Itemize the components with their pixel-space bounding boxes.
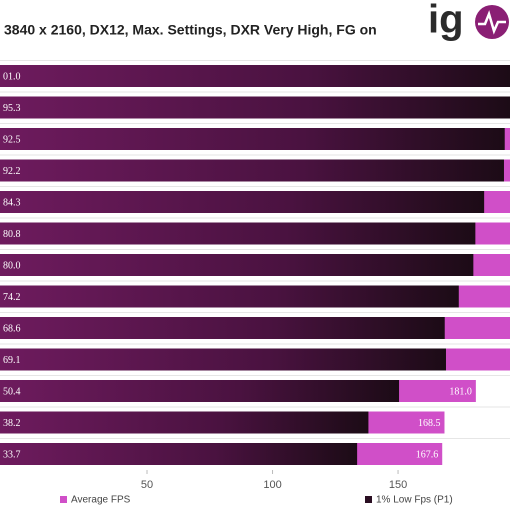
bar <box>0 380 400 402</box>
value-label: 92.2 <box>3 166 21 177</box>
value-label: 38.2 <box>3 418 21 429</box>
legend-swatch <box>60 496 67 503</box>
bar <box>0 411 369 434</box>
x-tick-label: 100 <box>263 479 281 491</box>
x-tick-label: 50 <box>141 479 153 491</box>
value-label: 69.1 <box>3 355 21 366</box>
legend-label: 1% Low Fps (P1) <box>376 495 453 506</box>
bar <box>0 96 510 119</box>
bar <box>0 65 510 87</box>
value-label: 84.3 <box>3 197 21 208</box>
value-label: 80.8 <box>3 229 21 240</box>
logo: ig <box>428 0 464 42</box>
legend-swatch <box>365 496 372 503</box>
value-label: 80.0 <box>3 260 21 271</box>
bar <box>0 443 358 465</box>
x-tick-label: 150 <box>389 479 407 491</box>
bar <box>0 128 505 150</box>
bar <box>0 348 446 371</box>
value-label: 74.2 <box>3 292 21 303</box>
bar <box>0 254 474 276</box>
value-label: 167.6 <box>416 449 439 460</box>
logo-pulse <box>478 10 506 35</box>
value-label: 33.7 <box>3 449 21 460</box>
value-label: 01.0 <box>3 71 21 82</box>
bar <box>0 191 485 213</box>
value-label: 68.6 <box>3 323 21 334</box>
chart-title: 3840 x 2160, DX12, Max. Settings, DXR Ve… <box>4 22 377 38</box>
bar <box>0 159 504 182</box>
bar <box>0 317 445 339</box>
bar <box>0 285 459 308</box>
bar <box>0 222 476 245</box>
value-label: 92.5 <box>3 134 21 145</box>
value-label: 168.5 <box>418 418 441 429</box>
value-label: 95.3 <box>3 103 21 114</box>
value-label: 50.4 <box>3 386 21 397</box>
legend-label: Average FPS <box>71 495 131 506</box>
value-label: 181.0 <box>449 386 472 397</box>
